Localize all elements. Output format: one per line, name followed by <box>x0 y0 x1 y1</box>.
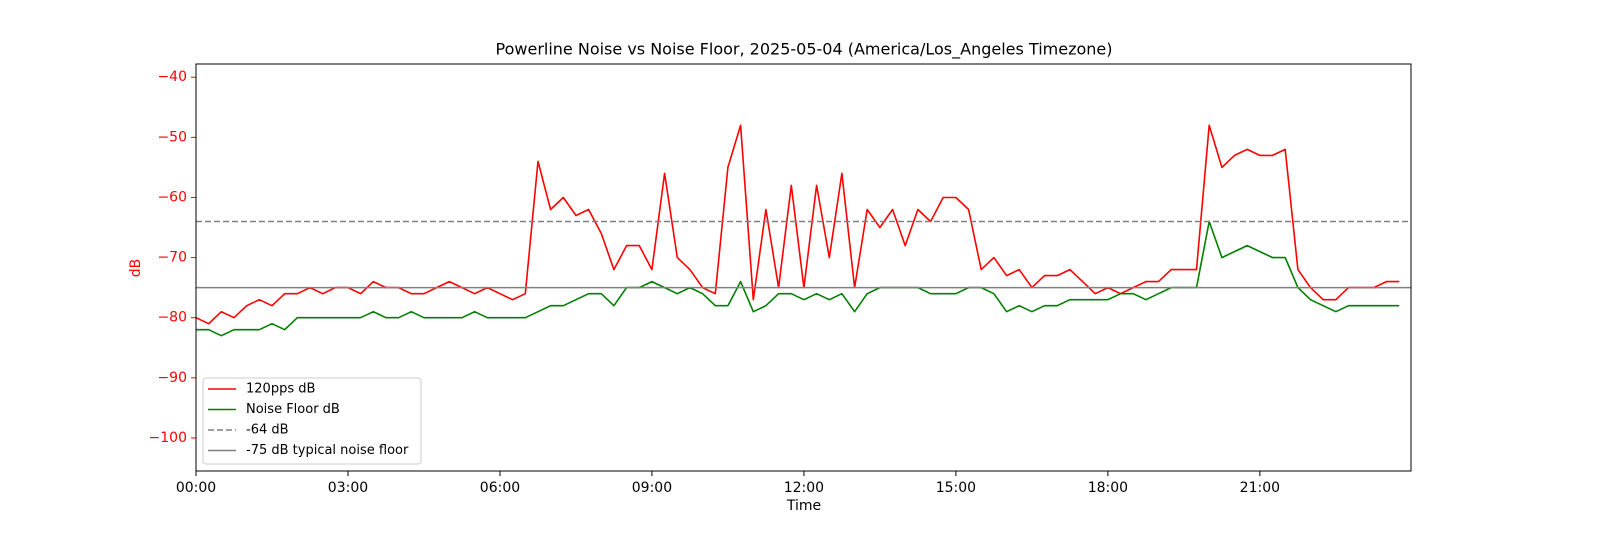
x-tick-label: 09:00 <box>632 480 672 496</box>
plot-frame <box>195 63 1412 472</box>
x-tick-label: 00:00 <box>176 480 216 496</box>
x-tick-label: 15:00 <box>936 480 976 496</box>
y-tick-label: −90 <box>157 370 187 386</box>
legend-label: 120pps dB <box>246 382 315 397</box>
legend-box <box>202 377 422 465</box>
y-tick-label: −100 <box>149 430 187 446</box>
y-tick-label: −40 <box>157 69 187 85</box>
x-tick-label: 12:00 <box>784 480 824 496</box>
x-tick-label: 21:00 <box>1240 480 1280 496</box>
x-axis-label: Time <box>786 498 821 514</box>
y-tick-label: −50 <box>157 129 187 145</box>
y-tick-label: −60 <box>157 189 187 205</box>
legend-label: -64 dB <box>246 423 289 438</box>
x-tick-label: 18:00 <box>1088 480 1128 496</box>
x-tick-label: 03:00 <box>328 480 368 496</box>
y-tick-label: −80 <box>157 310 187 326</box>
y-tick-label: −70 <box>157 250 187 266</box>
x-tick-label: 06:00 <box>480 480 520 496</box>
legend-label: Noise Floor dB <box>246 402 340 417</box>
legend-label: -75 dB typical noise floor <box>246 443 409 458</box>
y-axis-label: dB <box>128 259 144 278</box>
series-line <box>195 124 1400 325</box>
series-line <box>196 220 1400 337</box>
chart-title: Powerline Noise vs Noise Floor, 2025-05-… <box>496 40 1113 60</box>
